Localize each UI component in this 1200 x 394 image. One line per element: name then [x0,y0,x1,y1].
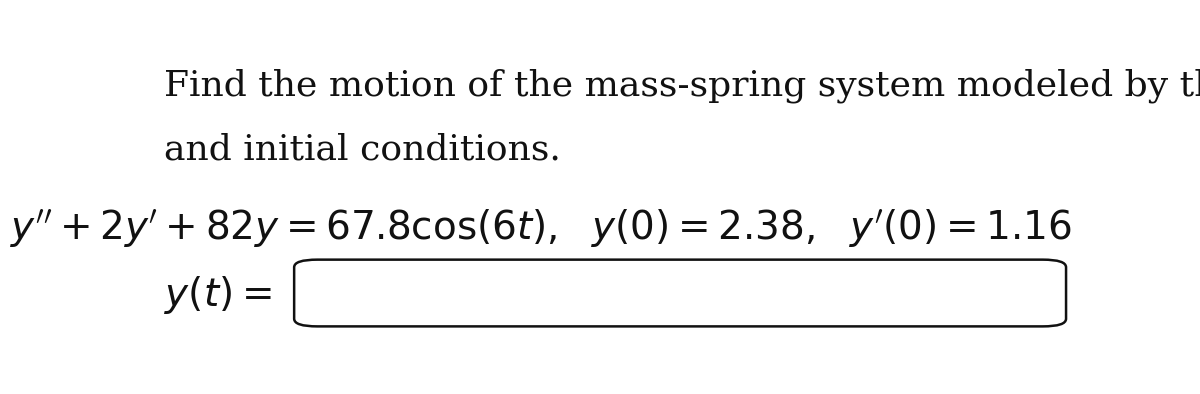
Text: $y'' + 2y' + 82y = 67.8\cos(6t),\ \ y(0) = 2.38,\ \ y'(0) = 1.16$: $y'' + 2y' + 82y = 67.8\cos(6t),\ \ y(0)… [10,208,1072,250]
FancyBboxPatch shape [294,260,1066,326]
Text: and initial conditions.: and initial conditions. [164,132,560,166]
Text: $y(t) =$: $y(t) =$ [164,273,271,316]
Text: Find the motion of the mass-spring system modeled by the ODE: Find the motion of the mass-spring syste… [164,69,1200,103]
